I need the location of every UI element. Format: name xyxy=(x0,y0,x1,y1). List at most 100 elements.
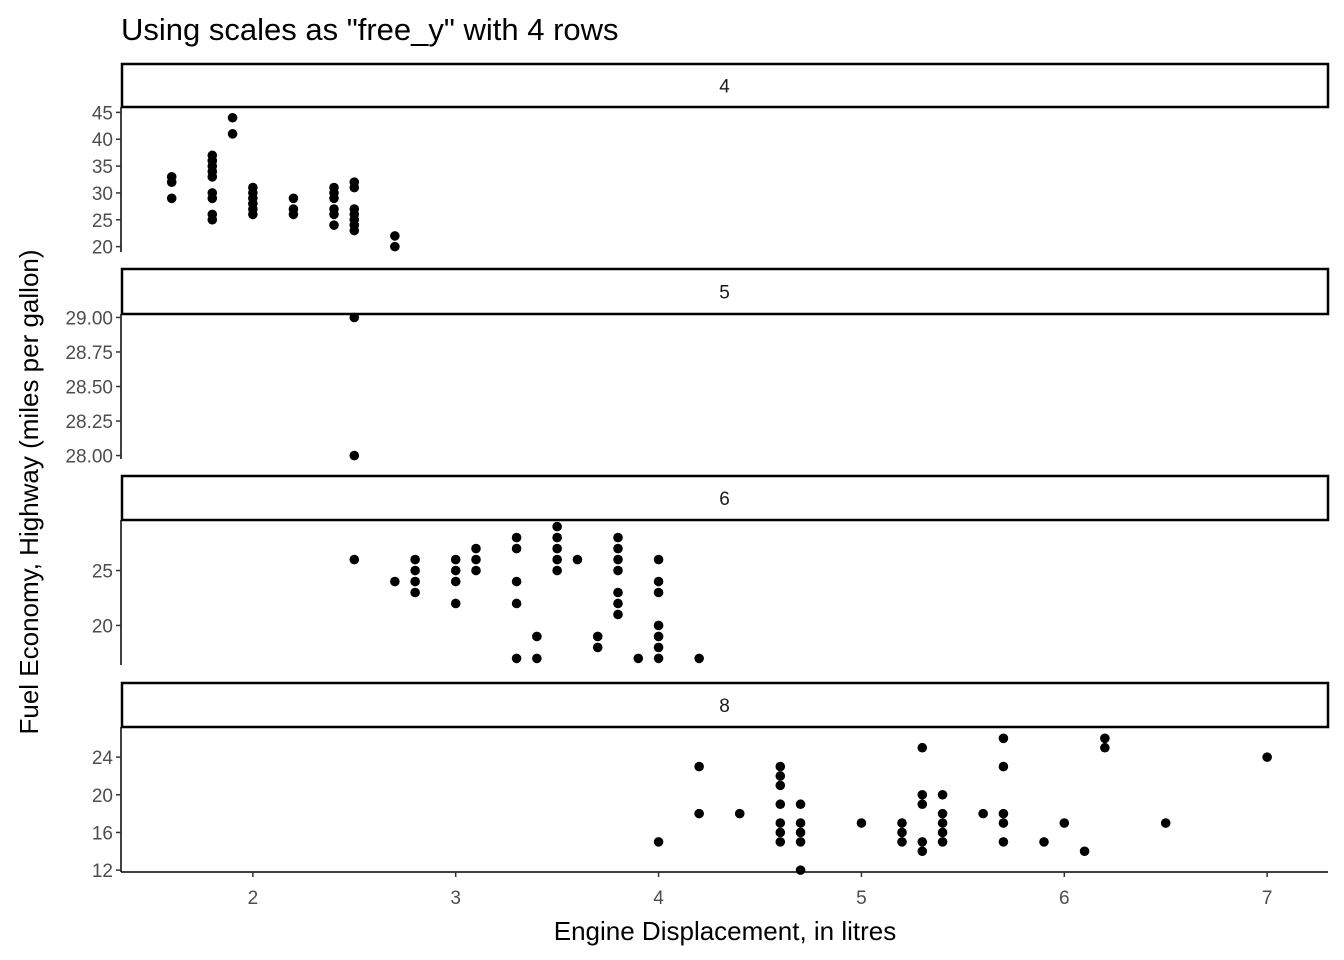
data-point xyxy=(613,554,623,565)
data-point xyxy=(207,214,218,225)
data-point xyxy=(1059,818,1070,828)
x-tick-label: 3 xyxy=(450,888,461,909)
data-point xyxy=(694,761,704,772)
data-point xyxy=(613,532,623,543)
data-point xyxy=(532,653,542,664)
data-point xyxy=(349,450,360,461)
data-point xyxy=(1079,846,1090,857)
x-tick-label: 5 xyxy=(856,888,867,909)
data-point xyxy=(775,818,786,828)
data-point xyxy=(795,827,806,838)
data-point xyxy=(592,631,603,642)
data-point xyxy=(552,532,562,543)
data-point xyxy=(511,598,522,609)
data-point xyxy=(613,543,623,554)
y-tick-label: 29.00 xyxy=(65,308,113,329)
data-point xyxy=(390,241,400,252)
y-tick-label: 25 xyxy=(92,562,113,583)
data-point xyxy=(329,193,339,204)
data-point xyxy=(775,771,786,781)
data-point xyxy=(998,837,1009,847)
data-point xyxy=(592,642,603,653)
data-point xyxy=(613,587,623,598)
data-point xyxy=(694,653,704,664)
y-tick-label: 28.25 xyxy=(65,412,113,433)
y-tick-label: 28.50 xyxy=(65,378,113,399)
data-point xyxy=(1100,733,1110,744)
facet-panel-6: 6 20 25 xyxy=(92,474,1330,665)
data-point xyxy=(511,532,522,543)
data-point xyxy=(410,554,420,565)
data-point xyxy=(613,565,623,576)
data-point xyxy=(166,193,177,204)
data-point xyxy=(937,789,948,800)
data-point xyxy=(166,177,177,187)
data-point xyxy=(917,742,928,753)
facet-strip-label: 4 xyxy=(719,77,730,98)
data-point xyxy=(471,543,481,554)
data-point xyxy=(1160,818,1171,828)
data-point xyxy=(775,761,786,772)
facet-panel-5: 5 28.00 28.25 28.50 28.75 29.00 xyxy=(65,267,1330,468)
y-tick-label: 24 xyxy=(92,748,114,769)
data-point xyxy=(207,193,218,204)
data-point xyxy=(410,587,420,598)
data-point xyxy=(917,799,928,810)
data-point xyxy=(349,182,360,193)
y-tick-label: 25 xyxy=(92,211,113,232)
data-point xyxy=(552,554,562,565)
data-point xyxy=(1039,837,1049,847)
y-tick-label: 45 xyxy=(92,103,113,124)
y-tick-label: 16 xyxy=(92,823,113,844)
x-tick-label: 2 xyxy=(248,888,259,909)
data-point xyxy=(998,818,1009,828)
data-point xyxy=(511,576,522,587)
data-point xyxy=(917,789,928,800)
y-tick-label: 20 xyxy=(92,238,113,259)
x-tick-label: 7 xyxy=(1262,888,1273,909)
y-axis-title: Fuel Economy, Highway (miles per gallon) xyxy=(14,249,44,734)
facet-panel-8: 8 12 16 20 24 xyxy=(92,681,1330,882)
facet-strip xyxy=(120,267,1330,316)
data-point xyxy=(694,808,704,819)
data-point xyxy=(511,653,522,664)
data-point xyxy=(552,521,562,532)
data-point xyxy=(450,554,461,565)
data-point xyxy=(248,209,258,220)
data-point xyxy=(795,837,806,847)
data-point xyxy=(390,576,400,587)
data-point xyxy=(450,565,461,576)
data-point xyxy=(937,837,948,847)
data-point xyxy=(917,837,928,847)
data-point xyxy=(897,837,907,847)
chart-title: Using scales as "free_y" with 4 rows xyxy=(121,12,619,47)
data-point xyxy=(329,209,339,220)
data-point xyxy=(937,818,948,828)
data-point xyxy=(552,543,562,554)
data-point xyxy=(775,780,786,791)
data-point xyxy=(227,112,238,123)
y-tick-label: 28.75 xyxy=(65,343,113,364)
data-point xyxy=(978,808,988,819)
facet-strip-label: 6 xyxy=(719,489,730,510)
data-point xyxy=(450,598,461,609)
data-point xyxy=(775,799,786,810)
data-point xyxy=(653,620,664,631)
y-tick-label: 20 xyxy=(92,786,113,807)
data-point xyxy=(998,733,1009,744)
data-point xyxy=(390,231,400,241)
data-point xyxy=(633,653,644,664)
x-tick-label: 6 xyxy=(1059,888,1070,909)
data-point xyxy=(795,865,806,875)
facet-strip xyxy=(120,474,1330,522)
data-point xyxy=(1262,752,1272,762)
data-point xyxy=(775,837,786,847)
data-point xyxy=(998,808,1009,819)
data-point xyxy=(511,543,522,554)
data-point xyxy=(349,312,360,323)
data-point xyxy=(471,554,481,565)
data-point xyxy=(1100,742,1110,753)
data-point xyxy=(998,761,1009,772)
data-point xyxy=(227,129,238,139)
